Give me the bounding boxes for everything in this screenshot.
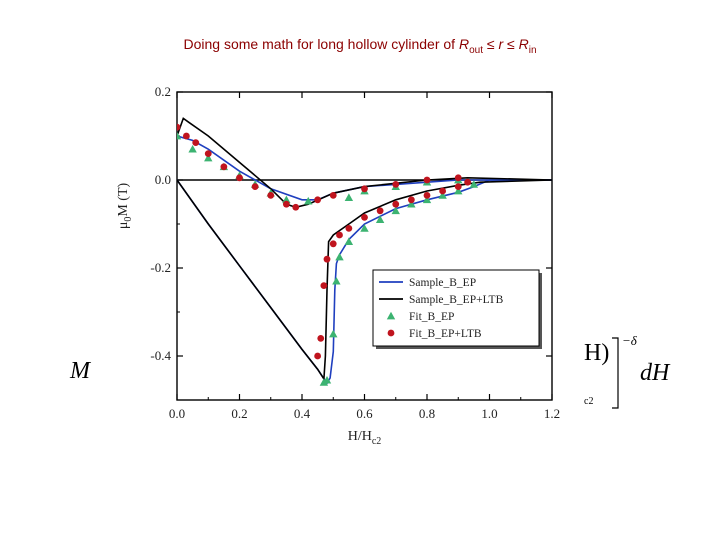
- marker-fit-b-ep-ltb: [392, 200, 400, 208]
- marker-fit-b-ep: [344, 193, 354, 201]
- plot-area: [176, 91, 553, 401]
- marker-fit-b-ep: [335, 252, 344, 261]
- y-tick-label: -0.2: [150, 260, 171, 275]
- equation-left-symbol: M: [70, 358, 90, 384]
- x-tick-label: 1.2: [544, 406, 560, 421]
- marker-fit-b-ep: [282, 195, 291, 204]
- marker-fit-b-ep-ltb: [314, 352, 322, 360]
- marker-fit-b-ep-ltb: [464, 178, 472, 186]
- x-tick-label: 0.4: [294, 406, 311, 421]
- marker-fit-b-ep-ltb: [320, 282, 328, 289]
- title-prefix: Doing some math for long hollow cylinder…: [183, 36, 459, 52]
- marker-fit-b-ep: [188, 145, 197, 153]
- series-line-sample-b-ep-ltb: [177, 179, 552, 382]
- marker-fit-b-ep-ltb: [361, 214, 368, 221]
- legend-label-fit-b-ep-ltb: Fit_B_EP+LTB: [409, 328, 482, 340]
- x-tick-label: 0.0: [169, 406, 185, 421]
- marker-fit-b-ep-ltb: [236, 174, 243, 182]
- title-var-r-in: R: [518, 36, 529, 52]
- marker-fit-b-ep-ltb: [267, 192, 275, 199]
- legend-swatch-fit-b-ep-ltb: [387, 329, 395, 337]
- equation-small-fragment: c2: [584, 396, 594, 407]
- y-tick-label: 0.2: [155, 84, 171, 99]
- marker-fit-b-ep: [344, 237, 354, 245]
- marker-fit-b-ep: [322, 376, 332, 384]
- chart: 0.0 0.2 0.4 0.6 0.8 1.0 1.2 0.2 0.0 -0.2 -0.4 H/Hc2…: [116, 84, 560, 447]
- marker-fit-b-ep-ltb: [423, 192, 431, 199]
- data-layer: [177, 117, 552, 386]
- marker-fit-b-ep-ltb: [361, 185, 368, 193]
- marker-fit-b-ep-ltb: [392, 181, 400, 188]
- marker-fit-b-ep-ltb: [182, 132, 190, 140]
- marker-fit-b-ep: [204, 153, 213, 162]
- marker-fit-b-ep: [422, 195, 432, 204]
- equation-differential: dH: [640, 360, 670, 386]
- marker-fit-b-ep-ltb: [454, 174, 462, 182]
- legend-label-sample-b-ep: Sample_B_EP: [409, 277, 476, 289]
- marker-fit-b-ep-ltb: [220, 163, 228, 171]
- y-axis-label: μ0M (T): [116, 182, 134, 229]
- y-tick-label: 0.0: [155, 172, 171, 187]
- marker-fit-b-ep: [391, 206, 400, 215]
- legend-label-fit-b-ep: Fit_B_EP: [409, 311, 454, 323]
- marker-fit-b-ep-ltb: [177, 123, 181, 131]
- equation-exponent: −δ: [622, 333, 637, 348]
- marker-fit-b-ep-ltb: [376, 207, 384, 215]
- marker-fit-b-ep-ltb: [323, 255, 331, 263]
- series-line-sample-b-ep-ltb: [177, 117, 552, 209]
- equation-paren-fragment: H): [584, 340, 610, 366]
- title-relation-1: ≤: [482, 36, 499, 52]
- marker-fit-b-ep: [375, 215, 385, 223]
- title-sub-in: in: [528, 44, 537, 56]
- marker-fit-b-ep-ltb: [282, 200, 290, 208]
- marker-fit-b-ep-ltb: [407, 196, 415, 204]
- marker-fit-b-ep-ltb: [314, 196, 322, 204]
- marker-fit-b-ep-ltb: [454, 183, 462, 190]
- slide-title: Doing some math for long hollow cylinder…: [0, 36, 720, 56]
- title-sub-out: out: [469, 44, 483, 56]
- marker-fit-b-ep: [304, 196, 313, 205]
- marker-fit-b-ep-ltb: [317, 335, 325, 342]
- y-tick-label: -0.4: [150, 348, 171, 363]
- marker-fit-b-ep: [329, 329, 338, 338]
- marker-fit-b-ep: [438, 191, 447, 199]
- marker-fit-b-ep-ltb: [345, 225, 353, 232]
- x-tick-label: 0.6: [356, 406, 373, 421]
- marker-fit-b-ep: [454, 186, 463, 195]
- x-tick-label: 0.2: [231, 406, 247, 421]
- title-var-r: r: [498, 36, 504, 52]
- marker-fit-b-ep: [332, 277, 341, 285]
- marker-fit-b-ep: [469, 180, 479, 188]
- title-var-r-out: R: [458, 36, 470, 52]
- x-tick-label: 1.0: [481, 406, 497, 421]
- marker-fit-b-ep: [360, 224, 369, 232]
- title-relation-2: ≤: [503, 36, 519, 52]
- marker-fit-b-ep-ltb: [292, 203, 300, 211]
- marker-fit-b-ep-ltb: [439, 187, 447, 195]
- marker-fit-b-ep-ltb: [423, 176, 431, 184]
- marker-fit-b-ep-ltb: [251, 183, 259, 190]
- marker-fit-b-ep-ltb: [329, 240, 337, 248]
- marker-fit-b-ep-ltb: [336, 231, 343, 239]
- marker-fit-b-ep-ltb: [192, 139, 200, 146]
- legend-label-sample-b-ep-ltb: Sample_B_EP+LTB: [409, 294, 504, 306]
- x-axis-label: H/Hc2: [348, 429, 382, 447]
- marker-fit-b-ep-ltb: [204, 150, 212, 157]
- marker-fit-b-ep-ltb: [329, 192, 337, 199]
- marker-fit-b-ep: [407, 200, 416, 208]
- legend-swatch-fit-b-ep: [386, 311, 396, 320]
- x-tick-label: 0.8: [419, 406, 435, 421]
